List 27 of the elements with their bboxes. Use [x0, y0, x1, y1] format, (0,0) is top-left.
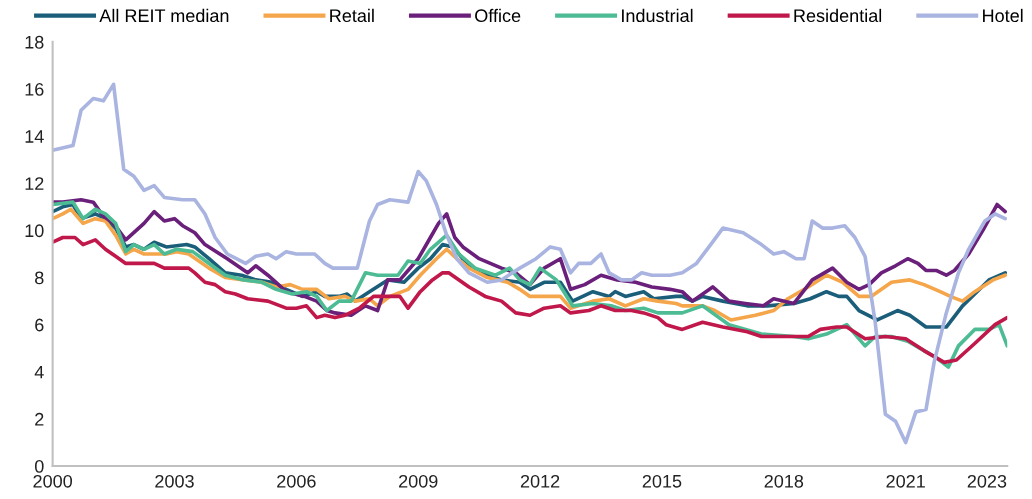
legend-label: Office [475, 8, 521, 23]
y-tick-label: 14 [25, 130, 44, 143]
x-tick-label: 2000 [33, 474, 73, 488]
x-tick-label: 2015 [642, 474, 682, 488]
y-tick-label: 8 [35, 271, 44, 285]
line-series [52, 235, 1008, 365]
x-tick-label: 2023 [967, 474, 1007, 488]
y-tick-label: 12 [25, 177, 44, 190]
x-tick-label: 2018 [764, 474, 804, 488]
legend-label: Residential [794, 8, 882, 23]
y-tick-label: 4 [34, 365, 44, 379]
x-tick-label: 2003 [155, 474, 194, 488]
x-tick-label: 2009 [399, 474, 438, 488]
y-tick-label: 0 [34, 460, 44, 473]
y-tick-label: 2 [35, 412, 44, 426]
x-tick-label: 2021 [886, 474, 925, 488]
y-tick-label: 18 [25, 35, 44, 49]
x-tick-label: 2012 [520, 474, 560, 488]
y-tick-label: 16 [25, 82, 44, 96]
legend-label: All REIT median [99, 8, 229, 23]
x-tick-label: 2006 [277, 474, 316, 488]
legend-label: Retail [330, 8, 374, 23]
legend-label: Industrial [622, 8, 693, 23]
y-tick-label: 6 [35, 318, 44, 332]
line-series [52, 82, 1008, 445]
y-tick-label: 10 [25, 224, 44, 238]
legend-label: Hotel [983, 8, 1023, 23]
